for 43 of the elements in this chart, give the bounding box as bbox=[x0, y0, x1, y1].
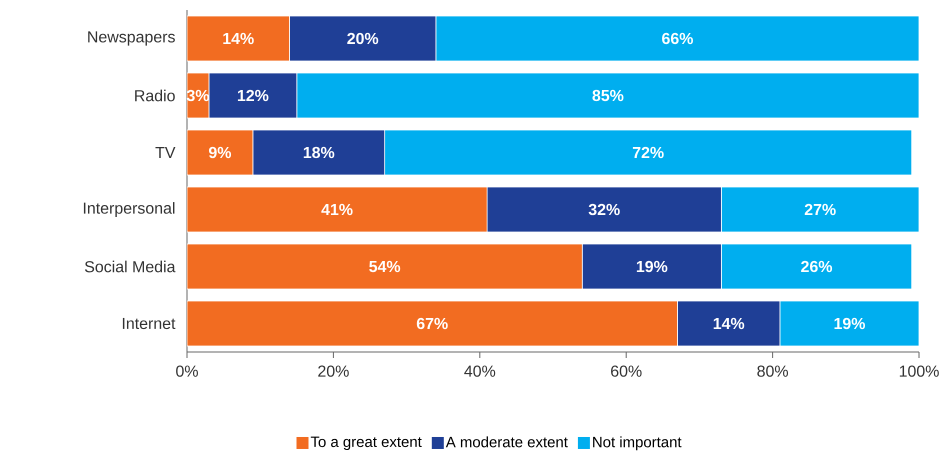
bar bbox=[780, 300, 920, 346]
legend-label: Not important bbox=[593, 436, 682, 450]
x-tick-label: 100% bbox=[900, 366, 939, 377]
data-label: 67% bbox=[416, 318, 448, 330]
y-tick-label: Internet bbox=[122, 318, 176, 330]
data-label: 14% bbox=[223, 32, 254, 44]
bar bbox=[187, 244, 583, 290]
legend-label: A moderate extent bbox=[446, 436, 568, 448]
data-label: 54% bbox=[369, 260, 400, 272]
data-label: 27% bbox=[804, 204, 836, 216]
x-tick-label: 80% bbox=[757, 366, 788, 377]
data-label: 85% bbox=[592, 90, 624, 102]
data-label: 19% bbox=[636, 260, 668, 272]
bar bbox=[187, 16, 290, 62]
bar bbox=[187, 130, 254, 176]
bar bbox=[187, 300, 678, 346]
bar bbox=[720, 186, 920, 232]
bar bbox=[384, 130, 912, 176]
x-tick-label: 0% bbox=[176, 366, 198, 377]
legend-label: To a great extent bbox=[310, 436, 422, 450]
bar bbox=[435, 16, 920, 62]
bar bbox=[720, 244, 912, 290]
data-label: 9% bbox=[208, 146, 232, 158]
y-tick-label: Interpersonal bbox=[84, 202, 174, 217]
data-label: 66% bbox=[662, 32, 693, 44]
x-tick-label: 20% bbox=[318, 366, 349, 377]
data-label: 12% bbox=[238, 90, 268, 102]
data-label: 41% bbox=[321, 204, 353, 216]
bar bbox=[187, 186, 488, 232]
data-label: 20% bbox=[347, 32, 378, 44]
y-tick-label: Radio bbox=[135, 90, 175, 102]
x-tick-label: 60% bbox=[611, 366, 642, 377]
y-tick-label: Newspapers bbox=[88, 31, 175, 46]
data-label: 18% bbox=[304, 146, 334, 158]
data-label: 32% bbox=[588, 204, 620, 216]
data-label: 14% bbox=[714, 318, 744, 330]
x-tick-label: 40% bbox=[464, 366, 496, 377]
data-label: 19% bbox=[834, 318, 865, 330]
data-label: 26% bbox=[801, 260, 832, 272]
y-tick-label: TV bbox=[155, 147, 176, 158]
y-tick-label: Social Media bbox=[84, 260, 176, 272]
data-label: 72% bbox=[632, 146, 664, 158]
bar bbox=[296, 72, 920, 118]
